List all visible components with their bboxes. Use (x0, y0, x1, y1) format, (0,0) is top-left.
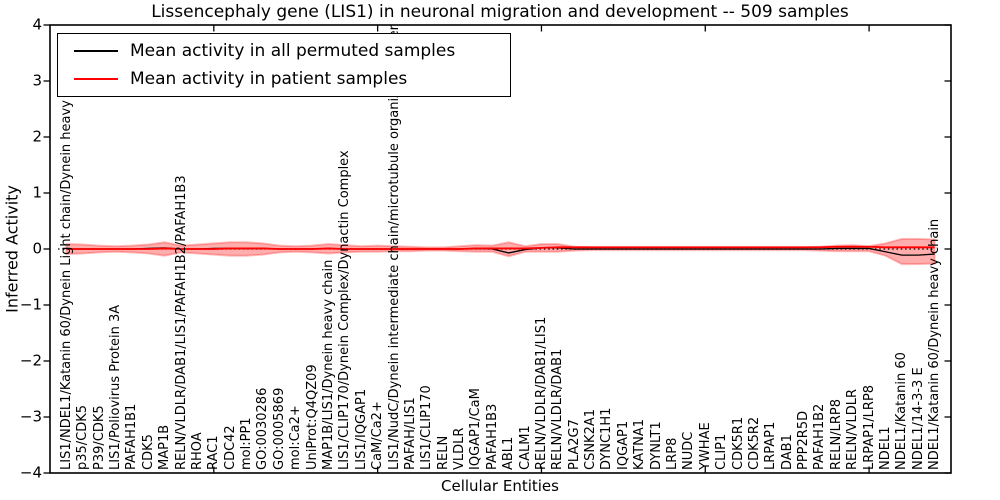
legend: Mean activity in all permuted samples Me… (57, 33, 511, 97)
black-line-swatch (74, 50, 118, 53)
y-axis-title: Inferred Activity (2, 185, 22, 313)
legend-label: Mean activity in patient samples (130, 68, 408, 89)
y-tick-label: 0 (32, 239, 42, 258)
red-line-swatch (74, 77, 118, 80)
y-tick-label: −3 (19, 407, 42, 426)
y-tick-label: −1 (19, 295, 42, 314)
chart-title: Lissencephaly gene (LIS1) in neuronal mi… (151, 2, 849, 22)
y-tick-label: 2 (32, 127, 42, 146)
legend-label: Mean activity in all permuted samples (130, 41, 456, 62)
y-tick-label: 4 (32, 15, 42, 34)
y-tick-label: 3 (32, 71, 42, 90)
x-axis-title: Cellular Entities (441, 477, 559, 495)
legend-item-patient: Mean activity in patient samples (58, 69, 510, 89)
y-tick-label: 1 (32, 183, 42, 202)
y-tick-label: −4 (19, 463, 42, 482)
legend-item-permuted: Mean activity in all permuted samples (58, 41, 510, 61)
y-tick-label: −2 (19, 351, 42, 370)
